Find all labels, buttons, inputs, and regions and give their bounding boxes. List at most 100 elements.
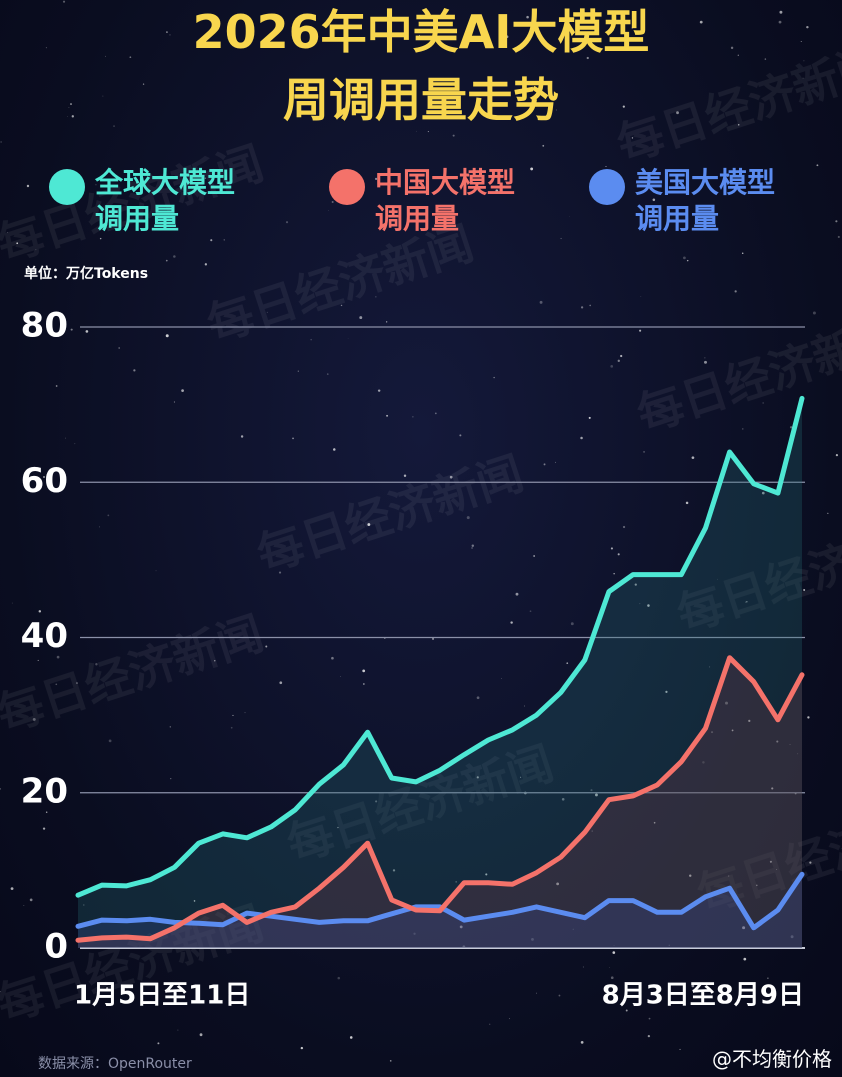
star bbox=[403, 474, 407, 478]
star bbox=[580, 436, 583, 440]
star bbox=[67, 116, 68, 117]
legend-item: 美国大模型调用量 bbox=[589, 165, 785, 237]
star bbox=[113, 125, 115, 127]
star bbox=[566, 662, 569, 664]
star bbox=[292, 437, 294, 440]
star bbox=[634, 583, 637, 586]
star bbox=[683, 256, 686, 260]
star bbox=[717, 578, 718, 580]
star bbox=[95, 184, 97, 186]
star bbox=[210, 239, 213, 242]
star bbox=[539, 300, 543, 304]
star bbox=[68, 107, 70, 108]
star bbox=[70, 328, 73, 331]
series-line bbox=[75, 655, 805, 943]
star bbox=[803, 589, 806, 592]
star bbox=[56, 655, 60, 659]
star bbox=[310, 338, 312, 341]
star bbox=[776, 869, 778, 871]
star bbox=[300, 1046, 304, 1050]
star bbox=[789, 744, 791, 746]
chart-title: 2026年中美AI大模型 bbox=[192, 5, 650, 59]
star bbox=[508, 1018, 510, 1020]
star bbox=[776, 740, 779, 743]
star bbox=[802, 77, 804, 79]
star bbox=[530, 167, 534, 171]
star bbox=[631, 27, 633, 29]
star bbox=[761, 491, 765, 495]
star bbox=[108, 739, 112, 743]
star bbox=[328, 210, 329, 211]
star bbox=[413, 932, 416, 935]
star bbox=[691, 456, 695, 459]
star bbox=[101, 217, 104, 220]
star bbox=[767, 977, 769, 980]
series-area bbox=[78, 657, 802, 948]
star bbox=[609, 967, 610, 968]
background-watermark: 每日经济新闻 bbox=[251, 446, 530, 583]
star bbox=[737, 54, 739, 56]
star bbox=[173, 255, 176, 258]
star bbox=[165, 334, 169, 338]
star bbox=[16, 242, 19, 245]
star bbox=[76, 682, 78, 684]
star bbox=[333, 448, 336, 451]
star bbox=[459, 434, 462, 437]
watermark: @不均衡价格 bbox=[712, 1047, 832, 1071]
star bbox=[223, 239, 225, 241]
star bbox=[42, 827, 46, 830]
star bbox=[169, 726, 171, 728]
series-area bbox=[78, 398, 802, 948]
star bbox=[193, 900, 196, 902]
star bbox=[10, 887, 14, 890]
star bbox=[728, 875, 730, 877]
star bbox=[95, 663, 98, 666]
star bbox=[622, 105, 625, 108]
star bbox=[746, 601, 748, 603]
star bbox=[129, 56, 132, 59]
star bbox=[531, 937, 534, 941]
star bbox=[427, 131, 429, 133]
star bbox=[452, 134, 455, 137]
star bbox=[489, 1023, 491, 1025]
star bbox=[704, 357, 706, 359]
star bbox=[471, 547, 473, 549]
star bbox=[173, 401, 175, 403]
star bbox=[806, 25, 809, 29]
star bbox=[756, 884, 758, 887]
star bbox=[738, 124, 740, 126]
star bbox=[99, 237, 102, 240]
star bbox=[0, 991, 1, 993]
star bbox=[37, 659, 39, 662]
star bbox=[331, 656, 334, 660]
star bbox=[340, 304, 343, 307]
star bbox=[647, 604, 650, 607]
star bbox=[676, 111, 679, 115]
star bbox=[617, 359, 620, 362]
star bbox=[647, 1034, 651, 1038]
star bbox=[643, 451, 645, 453]
star bbox=[386, 321, 388, 323]
star bbox=[809, 861, 812, 864]
star bbox=[588, 416, 591, 419]
star bbox=[476, 776, 479, 779]
star bbox=[359, 316, 363, 320]
star bbox=[377, 389, 381, 392]
star bbox=[7, 232, 8, 233]
x-tick-label: 8月3日至8月9日 bbox=[602, 981, 804, 1011]
star bbox=[375, 296, 377, 298]
star bbox=[591, 830, 593, 832]
star bbox=[586, 56, 589, 60]
star bbox=[556, 882, 560, 886]
star bbox=[778, 20, 782, 24]
star bbox=[29, 898, 33, 902]
star bbox=[510, 621, 513, 624]
star bbox=[142, 83, 145, 85]
star bbox=[803, 60, 805, 62]
star bbox=[762, 402, 764, 404]
star bbox=[730, 46, 734, 50]
legend-label: 中国大模型调用量 bbox=[375, 166, 516, 235]
star bbox=[709, 666, 711, 668]
star bbox=[337, 826, 339, 829]
star bbox=[622, 525, 626, 529]
